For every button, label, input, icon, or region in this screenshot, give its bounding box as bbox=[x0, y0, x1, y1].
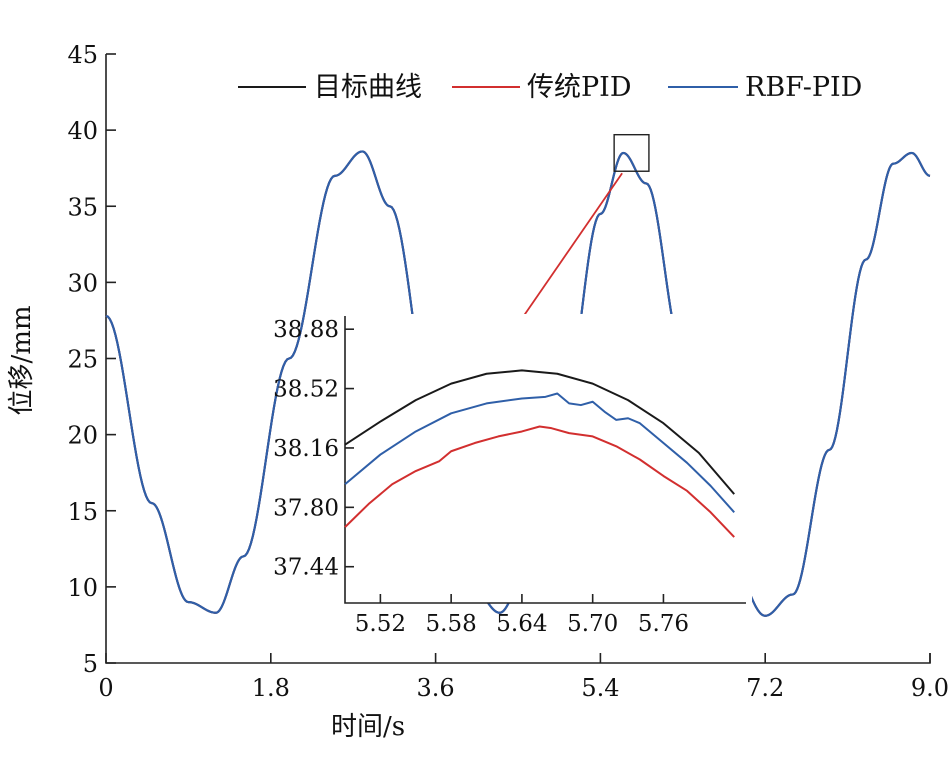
inset-x-tick-label: 5.52 bbox=[355, 611, 406, 637]
inset-y-tick-label: 37.44 bbox=[273, 555, 339, 581]
x-axis-title: 时间/s bbox=[331, 712, 405, 742]
x-tick-label: 0 bbox=[98, 674, 113, 702]
x-tick-label: 1.8 bbox=[252, 674, 290, 702]
legend-label-1: 目标曲线 bbox=[314, 72, 422, 103]
inset-x-tick-label: 5.70 bbox=[567, 611, 618, 637]
legend-label-3: RBF-PID bbox=[745, 72, 862, 103]
y-tick-label: 5 bbox=[83, 650, 98, 678]
y-axis-title: 位移/mm bbox=[7, 305, 37, 415]
inset-y-tick-label: 38.52 bbox=[273, 377, 339, 403]
legend-label-2: 传统PID bbox=[527, 72, 631, 103]
y-tick-label: 25 bbox=[67, 346, 98, 374]
inset-x-tick-label: 5.76 bbox=[638, 611, 689, 637]
inset-y-tick-label: 38.88 bbox=[273, 317, 339, 343]
zoom-box bbox=[613, 133, 650, 172]
y-tick-label: 20 bbox=[67, 422, 98, 450]
legend: 目标曲线 传统PID RBF-PID bbox=[238, 72, 862, 103]
inset-y-tick-label: 37.80 bbox=[273, 495, 339, 521]
x-tick-label: 9.0 bbox=[911, 674, 949, 702]
x-tick-label: 5.4 bbox=[581, 674, 619, 702]
inset-y-tick-label: 38.16 bbox=[273, 436, 339, 462]
x-tick-label: 3.6 bbox=[417, 674, 455, 702]
inset-series-line-3 bbox=[344, 392, 735, 513]
inset-background bbox=[345, 314, 752, 603]
y-tick-label: 10 bbox=[67, 574, 98, 602]
inset-series-line-1 bbox=[344, 369, 735, 495]
y-tick-label: 40 bbox=[67, 117, 98, 145]
inset-x-tick-label: 5.64 bbox=[496, 611, 547, 637]
y-tick-label: 45 bbox=[67, 41, 98, 69]
y-tick-label: 30 bbox=[67, 269, 98, 297]
y-tick-label: 35 bbox=[67, 193, 98, 221]
inset-plot: 37.44 37.80 38.16 38.52 38.88 5.52 5.58 5.64 5.7… bbox=[273, 314, 752, 637]
zoom-arrow-line bbox=[513, 172, 623, 331]
zoom-indicator bbox=[513, 133, 650, 331]
inset-series-line-2 bbox=[344, 425, 735, 538]
x-tick-label: 7.2 bbox=[746, 674, 784, 702]
y-tick-label: 15 bbox=[67, 498, 98, 526]
inset-x-tick-label: 5.58 bbox=[426, 611, 477, 637]
inset-axes bbox=[344, 316, 746, 604]
